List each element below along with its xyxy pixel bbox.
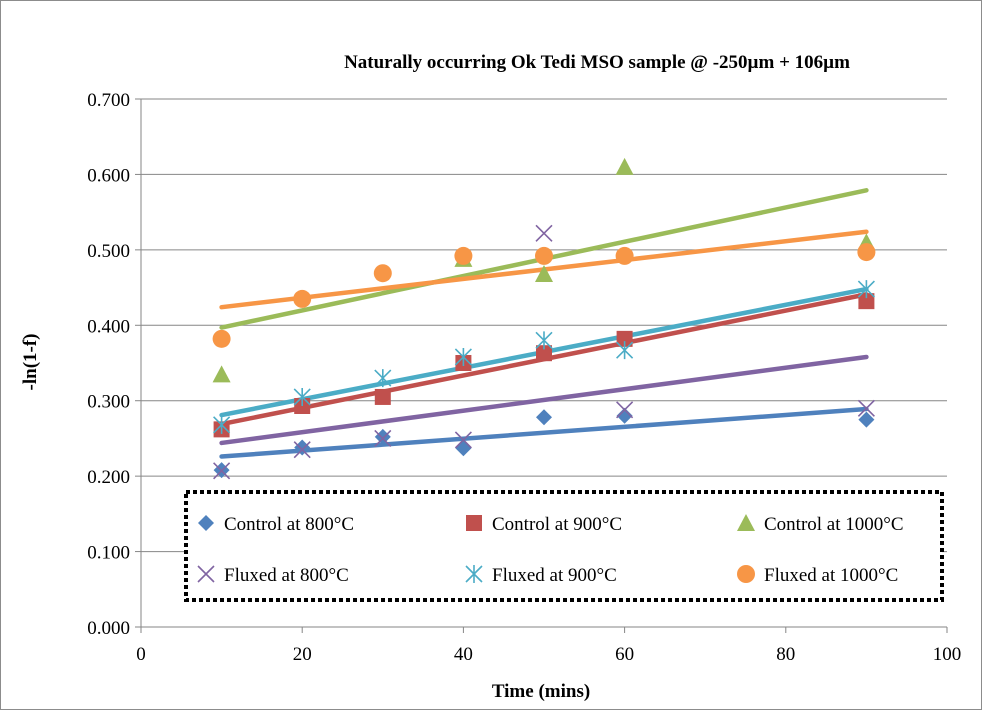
data-point bbox=[293, 387, 311, 406]
x-tick-label: 80 bbox=[776, 644, 795, 665]
data-point bbox=[213, 415, 231, 434]
legend-label: Control at 900°C bbox=[492, 514, 622, 535]
trendline bbox=[219, 406, 869, 459]
data-point bbox=[535, 224, 553, 242]
data-points bbox=[212, 157, 876, 480]
y-tick-label: 0.100 bbox=[87, 543, 130, 564]
data-point bbox=[536, 409, 552, 426]
data-point bbox=[374, 428, 391, 445]
x-axis-label: Time (mins) bbox=[492, 681, 590, 702]
x-tick-label: 0 bbox=[136, 644, 146, 665]
legend-marker bbox=[737, 514, 755, 531]
legend-marker bbox=[197, 565, 215, 583]
data-point bbox=[536, 345, 552, 362]
data-point bbox=[857, 243, 876, 262]
y-tick-label: 0.700 bbox=[87, 90, 130, 111]
y-tick-label: 0.000 bbox=[87, 618, 130, 639]
legend-marker bbox=[737, 565, 755, 583]
data-point bbox=[374, 369, 392, 388]
y-axis-label: -ln(1-f) bbox=[20, 334, 41, 391]
data-point bbox=[616, 401, 634, 419]
legend: Control at 800°C Control at 900°C Control … bbox=[184, 490, 944, 602]
y-tick-label: 0.600 bbox=[87, 165, 130, 186]
legend-label: Fluxed at 1000°C bbox=[764, 565, 898, 586]
data-point bbox=[454, 431, 472, 449]
data-point bbox=[616, 330, 633, 347]
data-point bbox=[212, 365, 231, 383]
data-point bbox=[857, 399, 875, 417]
x-tick-label: 100 bbox=[933, 644, 962, 665]
data-point bbox=[294, 439, 311, 456]
data-point bbox=[858, 293, 875, 310]
data-point bbox=[535, 264, 553, 282]
legend-marker bbox=[198, 515, 214, 531]
y-tick-label: 0.500 bbox=[87, 241, 130, 262]
data-point bbox=[616, 407, 633, 424]
data-point bbox=[615, 157, 634, 175]
x-tick-label: 20 bbox=[293, 644, 312, 665]
data-point bbox=[373, 264, 392, 283]
data-point bbox=[857, 280, 875, 299]
data-point bbox=[293, 441, 311, 459]
data-point bbox=[615, 246, 634, 265]
data-point bbox=[454, 347, 472, 366]
legend-label: Control at 800°C bbox=[224, 514, 354, 535]
y-tick-label: 0.300 bbox=[87, 392, 130, 413]
x-tick-label: 60 bbox=[615, 644, 634, 665]
legend-label: Control at 1000°C bbox=[764, 514, 904, 535]
data-point bbox=[454, 246, 473, 265]
axes: 0.000 0.100 0.200 0.300 0.400 0.500 0.600 0.700… bbox=[87, 90, 961, 665]
data-point bbox=[212, 329, 231, 348]
legend-label: Fluxed at 800°C bbox=[224, 565, 349, 586]
data-point bbox=[293, 289, 312, 308]
y-tick-label: 0.400 bbox=[87, 316, 130, 337]
legend-marker bbox=[466, 515, 482, 531]
data-point bbox=[535, 246, 553, 265]
data-point bbox=[455, 440, 472, 457]
data-point bbox=[535, 331, 553, 350]
trendline bbox=[219, 354, 869, 446]
y-tick-label: 0.200 bbox=[87, 467, 130, 488]
gridlines bbox=[141, 98, 947, 553]
chart-title: Naturally occurring Ok Tedi MSO sample @… bbox=[344, 52, 850, 73]
data-point bbox=[374, 429, 392, 447]
legend-marker bbox=[465, 565, 483, 583]
data-point bbox=[213, 462, 231, 480]
data-point bbox=[858, 411, 875, 428]
legend-label: Fluxed at 900°C bbox=[492, 565, 617, 586]
x-tick-label: 40 bbox=[454, 644, 473, 665]
data-point bbox=[374, 388, 391, 405]
data-point bbox=[616, 341, 634, 360]
legend-box bbox=[184, 490, 944, 602]
